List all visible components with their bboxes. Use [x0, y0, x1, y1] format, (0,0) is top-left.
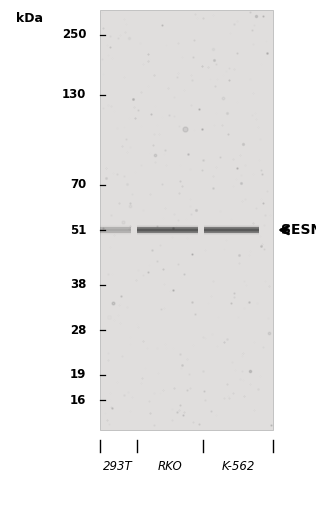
Bar	[204, 230, 259, 231]
Bar	[100, 233, 131, 234]
Text: 130: 130	[62, 88, 87, 102]
Text: SESN2: SESN2	[282, 223, 316, 237]
Bar	[100, 233, 131, 234]
Bar	[100, 231, 131, 233]
Bar	[100, 227, 131, 228]
Bar	[204, 231, 259, 233]
Bar	[137, 233, 198, 234]
Text: 16: 16	[70, 393, 87, 406]
Text: 19: 19	[70, 368, 87, 382]
Bar	[137, 228, 198, 229]
Bar	[204, 225, 259, 226]
Text: 38: 38	[70, 278, 87, 291]
Text: 70: 70	[70, 178, 87, 192]
Bar	[137, 231, 198, 233]
Bar	[204, 228, 259, 229]
Bar	[137, 233, 198, 234]
Text: 51: 51	[70, 223, 87, 237]
Text: 293T: 293T	[103, 460, 133, 473]
Bar	[204, 227, 259, 228]
Text: 250: 250	[62, 29, 87, 41]
Bar	[100, 229, 131, 230]
Bar	[137, 226, 198, 227]
Bar	[204, 226, 259, 227]
Bar	[204, 229, 259, 230]
Bar	[100, 10, 273, 430]
Bar	[100, 234, 131, 235]
Bar	[137, 227, 198, 228]
Text: 28: 28	[70, 323, 87, 337]
Text: kDa: kDa	[16, 12, 43, 25]
Bar	[137, 229, 198, 230]
Bar	[137, 225, 198, 226]
Bar	[204, 233, 259, 234]
Bar	[137, 230, 198, 231]
Text: RKO: RKO	[157, 460, 182, 473]
Bar	[100, 228, 131, 229]
Bar	[204, 233, 259, 234]
Bar	[100, 225, 131, 226]
Bar	[100, 226, 131, 227]
Bar	[100, 230, 131, 231]
Text: K-562: K-562	[222, 460, 255, 473]
Bar	[137, 234, 198, 235]
Bar	[204, 234, 259, 235]
